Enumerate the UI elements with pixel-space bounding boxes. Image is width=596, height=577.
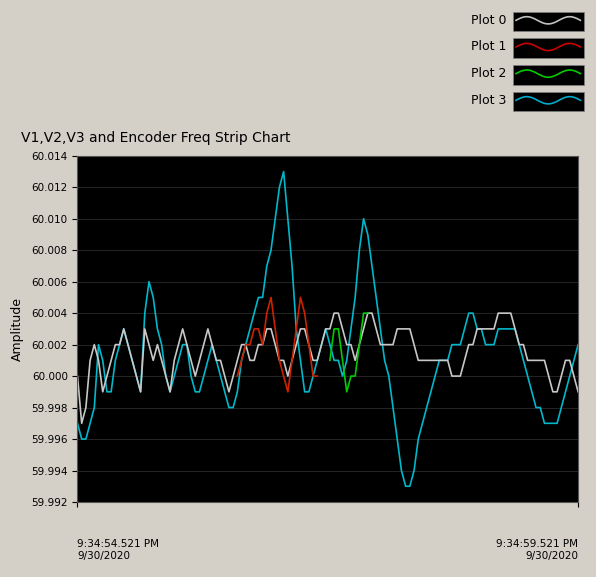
FancyBboxPatch shape <box>513 39 583 58</box>
Text: V1,V2,V3 and Encoder Freq Strip Chart: V1,V2,V3 and Encoder Freq Strip Chart <box>21 132 290 145</box>
Text: Plot 0: Plot 0 <box>471 14 507 27</box>
Text: 9:34:54.521 PM
9/30/2020: 9:34:54.521 PM 9/30/2020 <box>77 539 160 561</box>
Y-axis label: Amplitude: Amplitude <box>11 297 24 361</box>
FancyBboxPatch shape <box>513 65 583 85</box>
Text: Plot 2: Plot 2 <box>471 67 507 80</box>
FancyBboxPatch shape <box>513 92 583 111</box>
Text: Plot 3: Plot 3 <box>471 94 507 107</box>
Text: Plot 1: Plot 1 <box>471 40 507 54</box>
FancyBboxPatch shape <box>513 12 583 31</box>
Text: 9:34:59.521 PM
9/30/2020: 9:34:59.521 PM 9/30/2020 <box>496 539 578 561</box>
